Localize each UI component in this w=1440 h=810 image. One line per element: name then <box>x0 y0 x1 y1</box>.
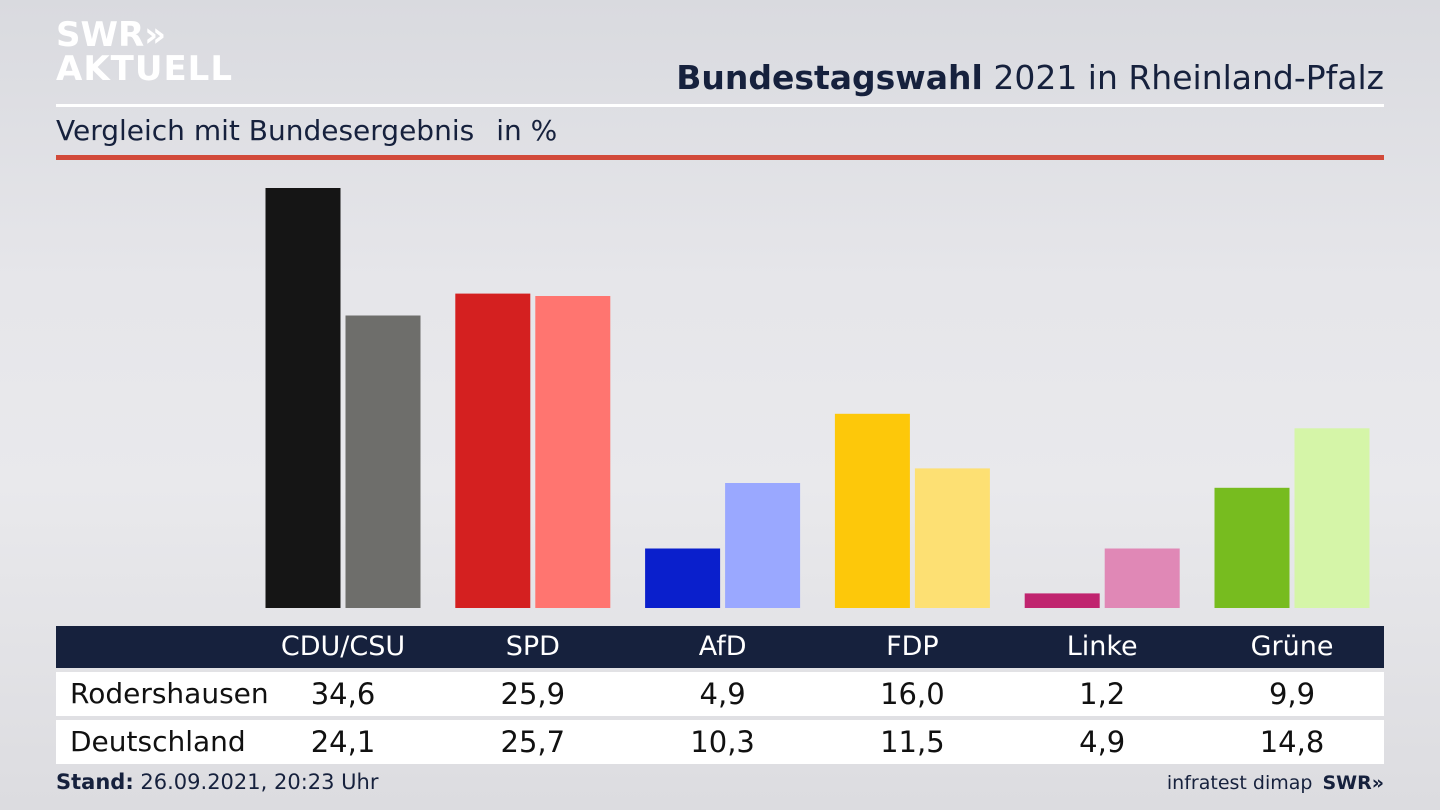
bar-grüne-deutschland <box>1294 428 1370 608</box>
bar-fdp-deutschland <box>914 468 990 608</box>
value-cell: 9,9 <box>1268 677 1316 711</box>
bar-afd-deutschland <box>725 483 801 608</box>
stand-label: Stand: <box>56 770 134 794</box>
results-table: CDU/CSU SPD AfD FDP Linke Grüne Rodershausen … <box>56 626 1384 764</box>
unit-label: in % <box>496 114 558 147</box>
value-cell: 10,3 <box>690 725 755 759</box>
title-bold: Bundestagswahl <box>676 58 983 97</box>
value-cell: 14,8 <box>1259 725 1325 759</box>
category-label: AfD <box>698 631 747 662</box>
value-cell: 34,6 <box>310 677 376 711</box>
value-cell: 16,0 <box>880 677 945 711</box>
source-label: infratest dimap <box>1166 772 1313 794</box>
row-label: Rodershausen <box>70 677 269 710</box>
bar-linke-rodershausen <box>1024 593 1100 608</box>
chart-title: Bundestagswahl 2021 in Rheinland-Pfalz <box>676 58 1384 97</box>
timestamp: Stand: 26.09.2021, 20:23 Uhr <box>56 770 379 794</box>
row-label: Deutschland <box>70 725 246 758</box>
subtitle-divider <box>56 155 1384 160</box>
bar-fdp-rodershausen <box>834 413 910 608</box>
category-label: Linke <box>1066 631 1138 662</box>
table-row: Rodershausen 34,6 25,9 4,9 16,0 1,2 9,9 <box>56 672 1384 716</box>
swr-brand-logo: SWR» <box>1322 772 1384 794</box>
header-divider <box>56 104 1384 107</box>
bar-spd-deutschland <box>535 296 611 608</box>
subtitle-text: Vergleich mit Bundesergebnis <box>56 114 475 147</box>
value-cell: 11,5 <box>880 725 945 759</box>
category-label: CDU/CSU <box>280 631 406 662</box>
category-label: FDP <box>886 631 939 662</box>
category-label: Grüne <box>1250 631 1334 662</box>
bar-cdu-csu-deutschland <box>345 315 421 608</box>
logo-line-1: SWR» <box>56 15 167 55</box>
value-cell: 25,9 <box>500 677 566 711</box>
category-label: SPD <box>505 631 560 662</box>
table-header: CDU/CSU SPD AfD FDP Linke Grüne <box>56 626 1384 668</box>
value-cell: 4,9 <box>1079 725 1126 759</box>
bar-cdu-csu-rodershausen <box>265 188 341 608</box>
chart-subtitle: Vergleich mit Bundesergebnis in % <box>56 114 557 147</box>
logo-line-2: AKTUELL <box>56 49 234 89</box>
bar-linke-deutschland <box>1104 548 1180 608</box>
value-cell: 4,9 <box>699 677 746 711</box>
bar-afd-rodershausen <box>645 548 721 608</box>
swr-aktuell-logo: SWR» AKTUELL <box>56 18 233 86</box>
value-cell: 24,1 <box>310 725 376 759</box>
title-rest: 2021 in Rheinland-Pfalz <box>982 58 1384 97</box>
bar-grüne-rodershausen <box>1214 487 1290 608</box>
source-credit: infratest dimap SWR» <box>1167 772 1384 794</box>
value-cell: 1,2 <box>1079 677 1126 711</box>
stand-value: 26.09.2021, 20:23 Uhr <box>133 770 379 794</box>
table-row: Deutschland 24,1 25,7 10,3 11,5 4,9 14,8 <box>56 720 1384 764</box>
bar-spd-rodershausen <box>455 293 531 608</box>
value-cell: 25,7 <box>500 725 566 759</box>
